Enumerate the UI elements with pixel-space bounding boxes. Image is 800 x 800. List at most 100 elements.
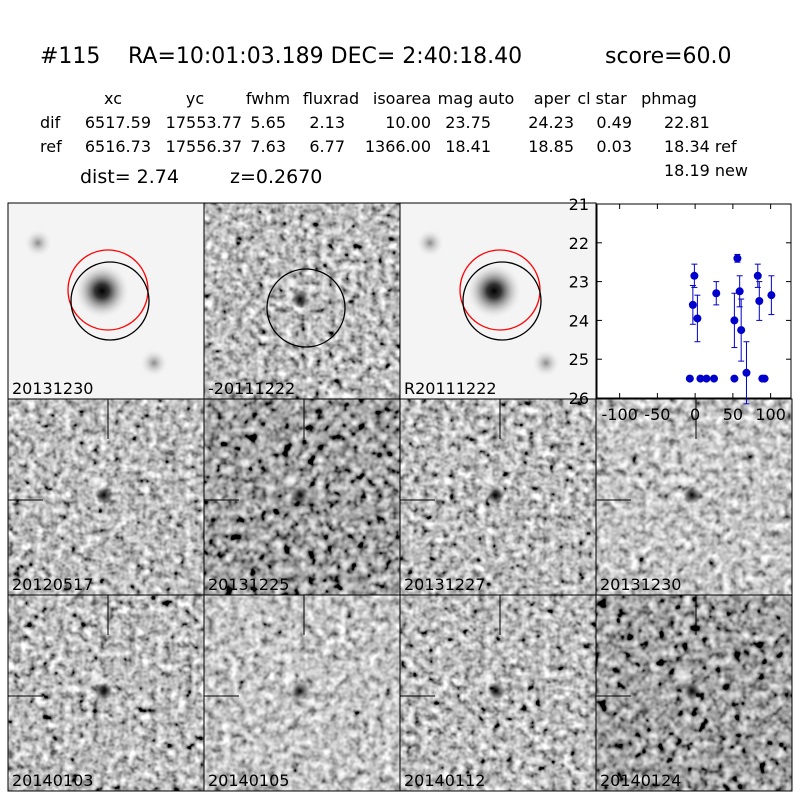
cell: 18.85 (528, 137, 574, 156)
column-header: aper (534, 89, 571, 108)
source (291, 290, 309, 308)
column-header: fwhm (246, 89, 290, 108)
cell: 24.23 (528, 113, 574, 132)
cell: 18.41 (445, 137, 491, 156)
aperture (462, 261, 542, 341)
point (690, 271, 699, 280)
cell: 23.75 (445, 113, 491, 132)
point (730, 374, 739, 383)
point (688, 300, 697, 309)
y-tick-label: 24 (569, 311, 589, 330)
source (88, 669, 104, 685)
aperture (266, 268, 346, 348)
x-tick-label: 50 (723, 405, 743, 424)
source (284, 277, 300, 293)
column-header: mag auto (438, 89, 515, 108)
point (767, 291, 776, 300)
point (742, 368, 751, 377)
column-header: isoarea (373, 89, 431, 108)
star (140, 349, 168, 377)
point (735, 287, 744, 296)
aperture (70, 261, 150, 341)
source (676, 473, 692, 489)
source (95, 682, 113, 700)
star (532, 349, 560, 377)
row-label: ref (40, 137, 62, 156)
panel-label: 20131227 (404, 575, 485, 594)
panel-label: 20140124 (600, 771, 681, 790)
frame (595, 594, 793, 792)
column-header: cl star (577, 89, 627, 108)
point (730, 316, 739, 325)
cell: 18.34 ref (664, 137, 737, 156)
cell: 0.49 (596, 113, 632, 132)
cell: 7.63 (250, 137, 286, 156)
source (284, 669, 300, 685)
source (291, 486, 309, 504)
y-tick-label: 21 (569, 195, 589, 214)
panel-label: -20111222 (208, 379, 295, 398)
source (284, 473, 300, 489)
cell: 5.65 (250, 113, 286, 132)
cell: 17553.77 (166, 113, 242, 132)
source (683, 682, 701, 700)
point (760, 374, 769, 383)
light-curve: 21 22 23 24 25 26 -100 -50 0 50 100 (569, 195, 792, 424)
point (702, 374, 711, 383)
panel-label: 20131225 (208, 575, 289, 594)
object-id: #115 (40, 44, 100, 69)
point (733, 254, 742, 263)
distance: dist= 2.74 (80, 166, 179, 188)
source (95, 486, 113, 504)
point (755, 297, 764, 305)
galaxy (74, 263, 130, 319)
cell: 6.77 (309, 137, 345, 156)
plot-area (596, 203, 792, 399)
coordinates: RA=10:01:03.189 DEC= 2:40:18.40 (128, 44, 522, 69)
cell: 6517.59 (85, 113, 151, 132)
source (480, 669, 496, 685)
panel-label: 20131230 (12, 379, 93, 398)
x-tick-label: 100 (755, 405, 786, 424)
x-tick-label: 0 (690, 405, 700, 424)
redshift: z=0.2670 (230, 166, 322, 188)
cell: 2.13 (309, 113, 345, 132)
y-tick-label: 22 (569, 234, 589, 253)
source (683, 486, 701, 504)
panel-label: 20131230 (600, 575, 681, 594)
star (416, 229, 444, 257)
column-header: phmag (641, 89, 697, 108)
point (712, 289, 721, 298)
point (737, 326, 746, 335)
source (480, 473, 496, 489)
new-mag: 18.19 new (664, 161, 748, 180)
source (487, 486, 505, 504)
y-tick-label: 23 (569, 273, 589, 292)
cell: 0.03 (596, 137, 632, 156)
point (710, 374, 719, 383)
source (676, 669, 692, 685)
galaxy (466, 263, 522, 319)
y-tick-label: 25 (569, 350, 589, 369)
point (753, 271, 762, 280)
source (291, 682, 309, 700)
y-tick-label: 26 (569, 389, 589, 408)
x-tick-label: -50 (644, 405, 670, 424)
row-label: dif (40, 113, 61, 132)
x-tick-label: -100 (601, 405, 637, 424)
panel-label: 20140103 (12, 771, 93, 790)
score: score=60.0 (605, 44, 732, 69)
star (24, 229, 52, 257)
column-header: yc (186, 89, 204, 108)
panel-label: 20120517 (12, 575, 93, 594)
panel-label: 20140105 (208, 771, 289, 790)
column-header: fluxrad (303, 89, 359, 108)
cell: 22.81 (664, 113, 710, 132)
panel-label: 20140112 (404, 771, 485, 790)
source (487, 682, 505, 700)
point (696, 374, 705, 383)
cell: 17556.37 (166, 137, 242, 156)
cell: 10.00 (385, 113, 431, 132)
